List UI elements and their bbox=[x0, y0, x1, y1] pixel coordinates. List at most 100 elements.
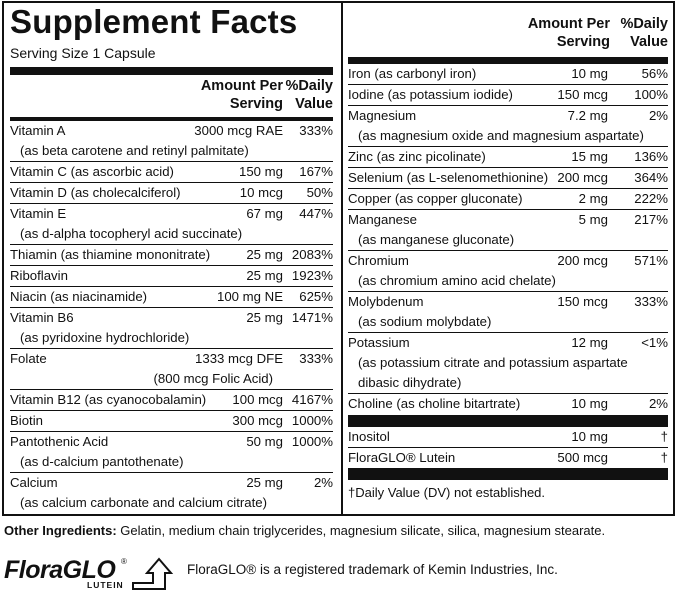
nutrient-name: Chromium bbox=[348, 253, 409, 268]
nutrient-amount: 10 mg bbox=[571, 429, 608, 444]
nutrient-amount: 3000 mcg RAE bbox=[194, 123, 283, 138]
nutrient-source: (as pyridoxine hydrochloride) bbox=[20, 330, 190, 345]
nutrient-source: dibasic dihydrate) bbox=[358, 375, 462, 390]
amount-header: Amount Per Serving bbox=[527, 16, 610, 50]
nutrient-name: Zinc (as zinc picolinate) bbox=[348, 149, 486, 164]
nutrient-row: Chromium 200 mcg 571% (as chromium amino ac… bbox=[348, 251, 668, 292]
nutrient-daily-value: 333% bbox=[299, 351, 333, 366]
nutrient-source: (as manganese gluconate) bbox=[358, 232, 515, 247]
nutrient-amount: 10 mcg bbox=[239, 185, 283, 200]
daily-value-header: %Daily Value bbox=[285, 78, 333, 112]
nutrient-amount: 67 mg bbox=[246, 206, 283, 221]
nutrient-name: Vitamin C (as ascorbic acid) bbox=[10, 164, 174, 179]
header-divider bbox=[10, 117, 333, 121]
nutrient-row: Niacin (as niacinamide) 100 mg NE 625% bbox=[10, 287, 333, 308]
nutrient-source: (as potassium citrate and potassium aspa… bbox=[358, 355, 628, 370]
nutrient-row: Vitamin C (as ascorbic acid) 150 mg 167% bbox=[10, 162, 333, 183]
nutrient-row: Pantothenic Acid 50 mg 1000% (as d-calcium … bbox=[10, 432, 333, 473]
floraglo-logo: FloraGLO ® LUTEIN bbox=[4, 556, 174, 590]
nutrient-row: Iron (as carbonyl iron) 10 mg 56% bbox=[348, 64, 668, 85]
nutrient-name: Magnesium bbox=[348, 108, 417, 123]
nutrient-amount: 25 mg bbox=[246, 475, 283, 490]
nutrient-amount: 500 mcg bbox=[557, 450, 608, 465]
thick-divider bbox=[348, 57, 668, 64]
nutrient-row: Riboflavin 25 mg 1923% bbox=[10, 266, 333, 287]
nutrient-amount: 5 mg bbox=[578, 212, 608, 227]
nutrient-row: Magnesium 7.2 mg 2% (as magnesium oxide and… bbox=[348, 106, 668, 147]
nutrient-row: Vitamin A 3000 mcg RAE 333% (as beta carote… bbox=[10, 121, 333, 162]
nutrient-row: Zinc (as zinc picolinate) 15 mg 136% bbox=[348, 147, 668, 168]
nutrient-name: Iodine (as potassium iodide) bbox=[348, 87, 513, 102]
nutrient-amount: 150 mcg bbox=[557, 87, 608, 102]
nutrient-daily-value: 167% bbox=[299, 164, 333, 179]
nutrient-daily-value: † bbox=[660, 429, 668, 444]
nutrient-row: Biotin 300 mcg 1000% bbox=[10, 411, 333, 432]
left-nutrient-list: Vitamin A 3000 mcg RAE 333% (as beta carote… bbox=[10, 121, 333, 513]
nutrient-amount: 50 mg bbox=[246, 434, 283, 449]
nutrient-row: Inositol 10 mg † bbox=[348, 427, 668, 448]
nutrient-name: Iron (as carbonyl iron) bbox=[348, 66, 477, 81]
nutrient-name: Calcium bbox=[10, 475, 58, 490]
nutrient-source: (as magnesium oxide and magnesium aspart… bbox=[358, 128, 644, 143]
nutrient-daily-value: 4167% bbox=[291, 392, 333, 407]
nutrient-daily-value: 2% bbox=[313, 475, 333, 490]
nutrient-amount: 100 mcg bbox=[232, 392, 283, 407]
nutrient-row: Vitamin B6 25 mg 1471% (as pyridoxine hydro… bbox=[10, 308, 333, 349]
nutrient-name: Selenium (as L-selenomethionine) bbox=[348, 170, 549, 185]
nutrient-name: Niacin (as niacinamide) bbox=[10, 289, 148, 304]
thick-divider bbox=[348, 468, 668, 480]
svg-text:®: ® bbox=[121, 557, 127, 566]
nutrient-name: Copper (as copper gluconate) bbox=[348, 191, 523, 206]
nutrient-name: Pantothenic Acid bbox=[10, 434, 109, 449]
svg-text:FloraGLO: FloraGLO bbox=[4, 556, 116, 584]
nutrient-source: (as chromium amino acid chelate) bbox=[358, 273, 556, 288]
thick-divider bbox=[10, 67, 333, 75]
nutrient-daily-value: 364% bbox=[634, 170, 668, 185]
nutrient-amount: 15 mg bbox=[571, 149, 608, 164]
nutrient-daily-value: 2% bbox=[648, 396, 668, 411]
nutrient-row: Iodine (as potassium iodide) 150 mcg 100% bbox=[348, 85, 668, 106]
nutrient-row: Calcium 25 mg 2% (as calcium carbonate and … bbox=[10, 473, 333, 513]
other-ingredients-text: Gelatin, medium chain triglycerides, mag… bbox=[116, 523, 606, 538]
nutrient-name: Riboflavin bbox=[10, 268, 68, 283]
nutrient-amount: 2 mg bbox=[578, 191, 608, 206]
daily-value-header: %Daily Value bbox=[620, 16, 668, 50]
nutrient-row: Selenium (as L-selenomethionine) 200 mcg 3… bbox=[348, 168, 668, 189]
nutrient-daily-value: 447% bbox=[299, 206, 333, 221]
left-column: Supplement Facts Serving Size 1 Capsule … bbox=[10, 3, 333, 513]
nutrient-amount: 10 mg bbox=[571, 66, 608, 81]
column-divider bbox=[341, 3, 343, 514]
nutrient-row: Potassium 12 mg <1% (as potassium citrate a… bbox=[348, 333, 668, 394]
nutrient-amount: 100 mg NE bbox=[217, 289, 283, 304]
amount-header: Amount Per Serving bbox=[200, 78, 283, 112]
nutrient-amount: 25 mg bbox=[246, 247, 283, 262]
nutrient-source: (as sodium molybdate) bbox=[358, 314, 492, 329]
nutrient-daily-value: <1% bbox=[641, 335, 668, 350]
nutrient-name: FloraGLO® Lutein bbox=[348, 450, 456, 465]
nutrient-daily-value: 50% bbox=[306, 185, 333, 200]
nutrient-name: Vitamin D (as cholecalciferol) bbox=[10, 185, 181, 200]
nutrient-name: Vitamin B12 (as cyanocobalamin) bbox=[10, 392, 207, 407]
nutrient-source: (800 mcg Folic Acid) bbox=[153, 371, 273, 386]
nutrient-daily-value: 333% bbox=[299, 123, 333, 138]
right-nutrient-list-2: Inositol 10 mg † FloraGLO® Lutein 500 mcg † bbox=[348, 427, 668, 468]
nutrient-amount: 25 mg bbox=[246, 310, 283, 325]
other-ingredients: Other Ingredients: Gelatin, medium chain… bbox=[4, 522, 605, 540]
nutrient-daily-value: 2% bbox=[648, 108, 668, 123]
nutrient-daily-value: 2083% bbox=[291, 247, 333, 262]
nutrient-daily-value: 217% bbox=[634, 212, 668, 227]
serving-size: Serving Size 1 Capsule bbox=[10, 45, 156, 61]
nutrient-amount: 10 mg bbox=[571, 396, 608, 411]
nutrient-amount: 200 mcg bbox=[557, 170, 608, 185]
nutrient-daily-value: 625% bbox=[299, 289, 333, 304]
nutrient-row: Vitamin B12 (as cyanocobalamin) 100 mcg 41… bbox=[10, 390, 333, 411]
nutrient-daily-value: 1923% bbox=[291, 268, 333, 283]
arrow-logo-icon bbox=[132, 557, 174, 590]
nutrient-daily-value: 136% bbox=[634, 149, 668, 164]
right-nutrient-list: Iron (as carbonyl iron) 10 mg 56% Iodine (a… bbox=[348, 64, 668, 414]
nutrient-row: Vitamin E 67 mg 447% (as d-alpha tocopheryl… bbox=[10, 204, 333, 245]
right-column: Amount Per Serving %Daily Value Iron (as c… bbox=[348, 3, 668, 502]
column-header: Amount Per Serving %Daily Value bbox=[10, 75, 333, 115]
nutrient-amount: 25 mg bbox=[246, 268, 283, 283]
nutrient-amount: 12 mg bbox=[571, 335, 608, 350]
